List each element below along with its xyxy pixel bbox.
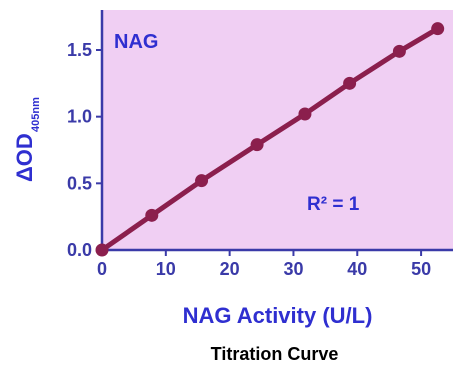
x-tick-label: 30 [283,259,303,279]
y-axis-label-main: ΔOD [12,133,37,182]
data-point [431,22,445,36]
x-tick-label: 40 [347,259,367,279]
series-label: NAG [114,31,158,53]
r-squared-annotation: R² = 1 [307,194,360,215]
data-point [195,174,209,188]
series-line [99,26,441,253]
y-tick-label: 0.5 [67,173,92,193]
x-tick-label: 10 [156,259,176,279]
y-tick-label: 1.0 [67,107,92,127]
x-axis-label: NAG Activity (U/L) [183,303,373,328]
y-tick-label: 1.5 [67,40,92,60]
data-point [392,44,406,58]
x-tick-label: 0 [97,259,107,279]
data-point [250,138,264,152]
ticks: 0 10 20 30 40 50 0.0 0.5 1.0 1.5 [67,40,431,279]
y-tick-label: 0.0 [67,240,92,260]
x-tick-label: 20 [220,259,240,279]
series-layer [95,22,445,257]
data-point [95,243,109,257]
chart-caption: Titration Curve [211,344,339,364]
data-point [343,76,357,90]
y-axis-label: ΔOD 405nm [12,97,42,182]
x-tick-label: 50 [411,259,431,279]
data-point [298,107,312,121]
y-axis-label-subscript: 405nm [30,97,42,132]
data-point [145,208,159,222]
